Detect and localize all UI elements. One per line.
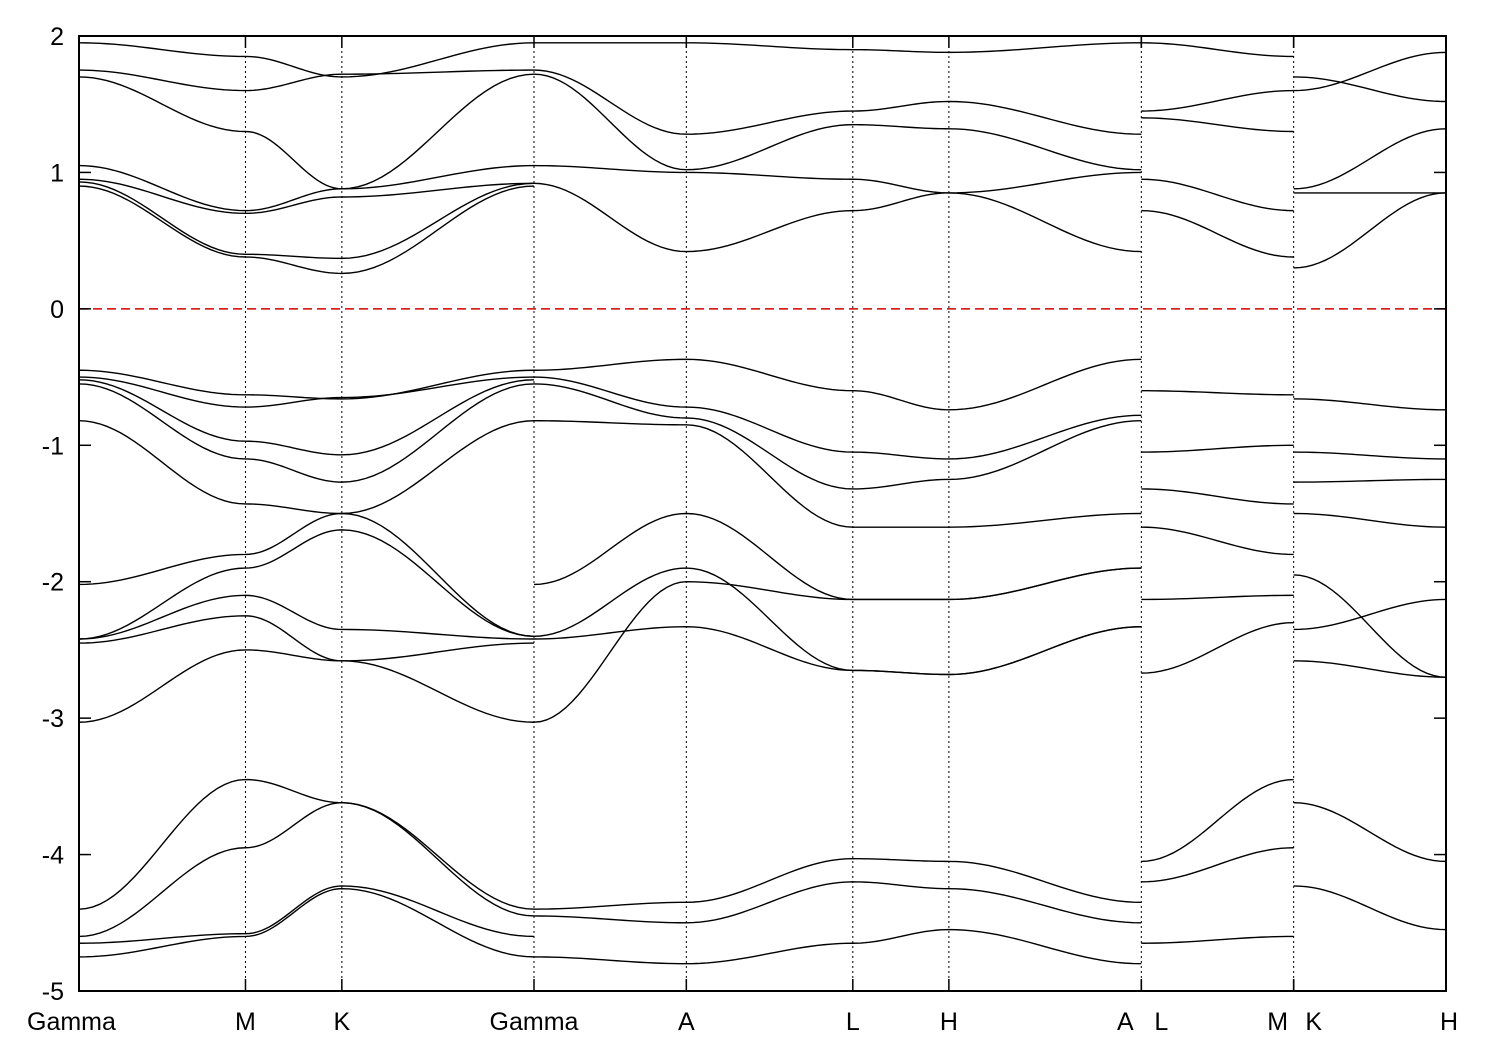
band-line — [533, 73, 1142, 171]
band-line — [1293, 660, 1446, 678]
band-line — [1141, 847, 1294, 883]
band-line — [1141, 444, 1294, 453]
x-tick-label: M — [235, 1008, 256, 1036]
band-line — [79, 185, 535, 275]
band-line — [79, 164, 534, 212]
plot-frame — [78, 35, 1447, 992]
x-tick-label: K — [1305, 1008, 1322, 1036]
band-line — [1293, 51, 1446, 92]
band-line — [1141, 488, 1294, 505]
band-line — [1141, 390, 1294, 396]
band-line — [1141, 117, 1294, 133]
band-line — [79, 369, 535, 400]
x-tick-label: L — [1154, 1008, 1168, 1036]
x-tick-label: Gamma — [490, 1008, 579, 1036]
band-line — [533, 376, 1142, 460]
y-tick-label: -3 — [42, 705, 64, 733]
band-line — [1293, 802, 1446, 863]
y-tick-label: -5 — [42, 978, 64, 1006]
band-line — [533, 857, 1142, 910]
band-line — [533, 626, 1142, 676]
band-line — [79, 594, 534, 640]
band-line — [533, 182, 1142, 253]
x-tick-label: A — [678, 1008, 695, 1036]
x-tick-label: A — [1117, 1008, 1134, 1036]
axis-ticks — [78, 35, 1447, 992]
band-line — [1141, 42, 1294, 58]
y-tick-label: -1 — [42, 432, 64, 460]
band-line — [79, 420, 535, 515]
band-line — [533, 383, 1142, 490]
band-line — [1141, 621, 1294, 674]
band-line — [79, 778, 535, 910]
band-line — [1293, 128, 1446, 190]
band-line — [79, 178, 534, 215]
band-line — [79, 512, 535, 637]
band-line — [1293, 598, 1446, 631]
band-line — [79, 615, 534, 662]
high-symmetry-gridlines — [244, 36, 1295, 991]
band-line — [79, 376, 534, 408]
y-tick-label: -2 — [42, 569, 64, 597]
band-line — [1293, 478, 1446, 483]
band-line — [1141, 935, 1294, 944]
band-line — [533, 928, 1142, 965]
band-line — [79, 69, 534, 92]
band-line — [1141, 778, 1294, 863]
band-line — [1141, 594, 1294, 601]
y-tick-label: 2 — [50, 23, 64, 51]
x-tick-label: M — [1267, 1008, 1288, 1036]
band-line — [1293, 574, 1446, 678]
band-line — [79, 802, 535, 938]
band-line — [533, 512, 1142, 601]
x-tick-label: Gamma — [27, 1008, 116, 1036]
band-line — [79, 383, 535, 483]
band-line — [533, 420, 1142, 528]
x-tick-label: H — [940, 1008, 958, 1036]
band-line — [1293, 398, 1446, 411]
y-tick-label: 1 — [50, 159, 64, 187]
band-line — [533, 567, 1142, 723]
band-line — [79, 885, 535, 944]
x-tick-labels: Gamma M K Gamma A L H A L M K H — [27, 1008, 1458, 1036]
band-line — [1293, 512, 1446, 528]
band-line — [533, 42, 1142, 54]
band-line — [1293, 451, 1446, 460]
band-line — [79, 73, 535, 190]
y-tick-label: 0 — [50, 296, 64, 324]
band-line — [1141, 178, 1294, 212]
band-line — [533, 567, 1142, 676]
band-lines — [79, 42, 1446, 965]
x-tick-label: K — [333, 1008, 350, 1036]
band-line — [1293, 192, 1446, 269]
x-tick-label: H — [1440, 1008, 1458, 1036]
x-tick-label: L — [846, 1008, 860, 1036]
y-tick-labels: 2 1 0 -1 -2 -3 -4 -5 — [42, 23, 64, 1006]
band-line — [79, 181, 535, 260]
band-line — [533, 358, 1142, 411]
band-line — [533, 69, 1142, 135]
band-line — [533, 881, 1142, 924]
band-line — [1293, 885, 1446, 931]
y-tick-label: -4 — [42, 842, 64, 870]
band-line — [1293, 76, 1446, 103]
band-line — [1141, 209, 1294, 258]
band-line — [1141, 89, 1294, 112]
band-line — [79, 379, 535, 456]
band-line — [1141, 526, 1294, 556]
band-line — [533, 164, 1142, 194]
band-line — [79, 649, 535, 723]
band-line — [79, 529, 535, 640]
band-line — [79, 42, 535, 78]
band-line — [79, 887, 535, 958]
